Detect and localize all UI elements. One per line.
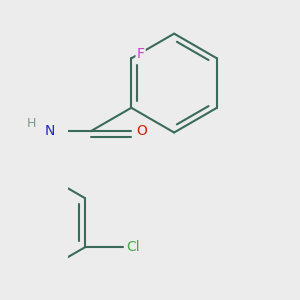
Text: F: F <box>136 47 145 61</box>
Text: O: O <box>136 124 147 138</box>
Text: N: N <box>45 124 55 138</box>
Text: H: H <box>27 116 36 130</box>
Text: Cl: Cl <box>127 240 140 254</box>
